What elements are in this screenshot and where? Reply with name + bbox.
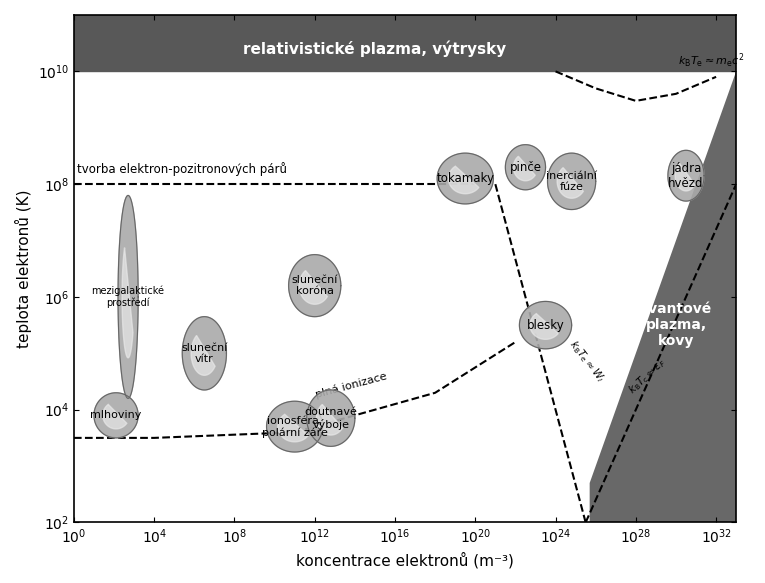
Text: jádra
hvězd: jádra hvězd (669, 161, 704, 189)
Polygon shape (530, 314, 558, 339)
Polygon shape (266, 401, 323, 452)
Text: tvorba elektron-pozitronových párů: tvorba elektron-pozitronových párů (77, 162, 288, 176)
Polygon shape (118, 195, 138, 398)
Polygon shape (675, 163, 695, 191)
Text: sluneční
koróna: sluneční koróna (291, 275, 338, 296)
Polygon shape (513, 156, 536, 181)
Text: tokamaky: tokamaky (436, 172, 494, 185)
Text: plná ionizace: plná ionizace (314, 369, 395, 400)
Text: relativistické plazma, výtrysky: relativistické plazma, výtrysky (243, 41, 506, 57)
Polygon shape (182, 317, 226, 390)
Polygon shape (307, 390, 355, 447)
Polygon shape (278, 415, 308, 442)
Polygon shape (299, 271, 327, 304)
Polygon shape (288, 255, 341, 317)
Text: mezigalaktické
prostředí: mezigalaktické prostředí (92, 286, 164, 308)
Text: $k_\mathrm{B}T_\mathrm{e} \approx m_\mathrm{e}c^2$: $k_\mathrm{B}T_\mathrm{e} \approx m_\mat… (678, 52, 744, 70)
Bar (74, 15, 736, 71)
Text: pinče: pinče (509, 161, 542, 174)
Polygon shape (506, 145, 545, 190)
Text: kvantové
plazma,
kovy: kvantové plazma, kovy (640, 302, 712, 348)
Text: mlhoviny: mlhoviny (90, 410, 142, 420)
Polygon shape (448, 166, 479, 194)
Polygon shape (122, 248, 133, 358)
Text: $k_\mathrm{B}T_\mathrm{e} \approx W_i$: $k_\mathrm{B}T_\mathrm{e} \approx W_i$ (565, 338, 607, 385)
Polygon shape (94, 393, 138, 438)
Polygon shape (103, 405, 127, 429)
Polygon shape (590, 15, 736, 522)
Text: doutnavé
výboje: doutnavé výboje (304, 407, 357, 430)
Y-axis label: teplota elektronů (K): teplota elektronů (K) (15, 189, 32, 348)
Text: inerciální
fúze: inerciální fúze (546, 171, 597, 192)
Polygon shape (668, 150, 704, 201)
Polygon shape (557, 168, 583, 198)
Polygon shape (548, 153, 596, 209)
Text: sluneční
vítr: sluneční vítr (181, 342, 227, 364)
Polygon shape (519, 301, 571, 349)
Text: blesky: blesky (526, 319, 565, 332)
Polygon shape (317, 405, 343, 435)
Polygon shape (437, 153, 493, 204)
Text: $k_\mathrm{B}T_\mathrm{c} \approx \varepsilon_F$: $k_\mathrm{B}T_\mathrm{c} \approx \varep… (626, 355, 669, 396)
Polygon shape (191, 336, 215, 375)
X-axis label: koncentrace elektronů (m⁻³): koncentrace elektronů (m⁻³) (296, 552, 514, 568)
Text: ionosféra,
polární záře: ionosféra, polární záře (262, 416, 327, 438)
